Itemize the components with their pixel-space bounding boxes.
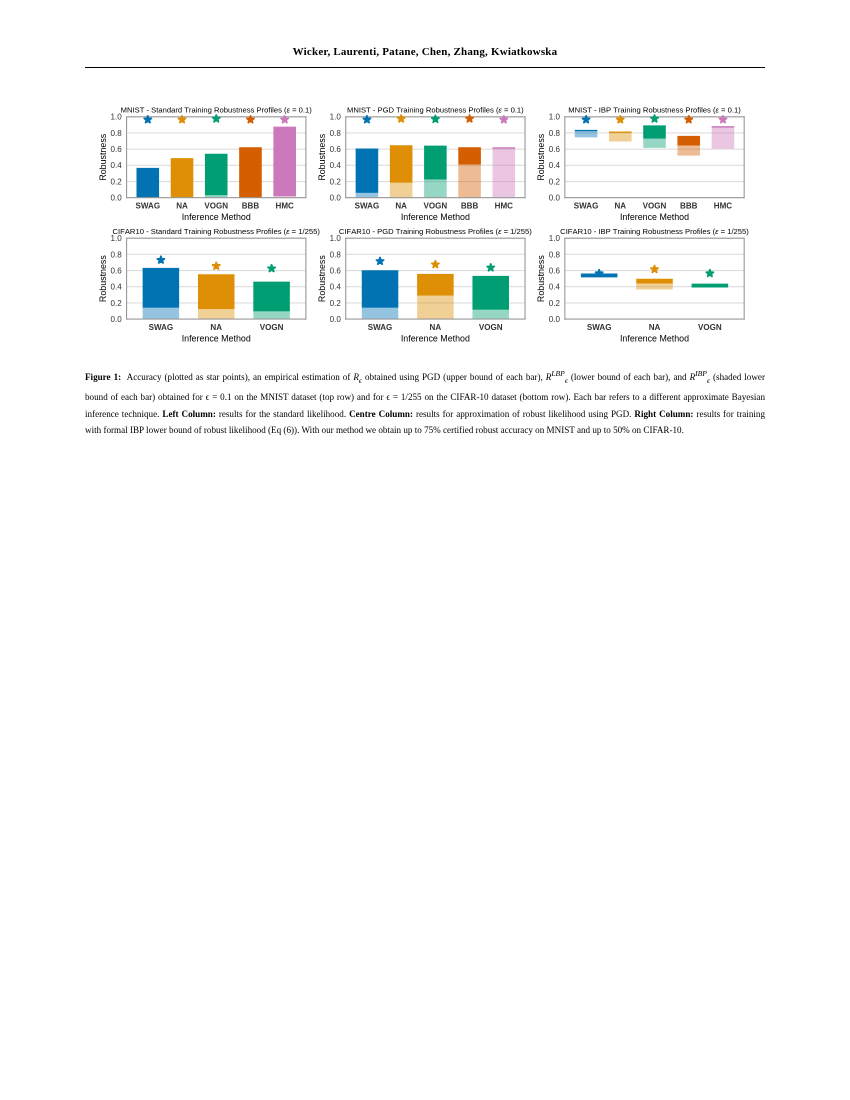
svg-text:0.4: 0.4 <box>111 283 123 292</box>
svg-text:1.0: 1.0 <box>330 113 342 122</box>
svg-text:VOGN: VOGN <box>698 323 722 332</box>
svg-text:M N I S: M N I S T - S t a n d a r d T r a i n i … <box>121 98 318 117</box>
svg-text:0.2: 0.2 <box>549 177 561 186</box>
svg-text:0.8: 0.8 <box>111 129 123 138</box>
svg-text:0.8: 0.8 <box>330 250 342 259</box>
svg-text:C I F A: C I F A R 1 0 - P G D T r a i n i n g R … <box>339 214 537 239</box>
svg-text:HMC: HMC <box>714 201 733 210</box>
svg-text:C I F A: C I F A R 1 0 - S t a n d a r d T r a i … <box>113 214 326 239</box>
svg-text:0.6: 0.6 <box>549 266 561 275</box>
svg-text:1.0: 1.0 <box>549 234 561 243</box>
svg-text:0.4: 0.4 <box>549 283 561 292</box>
svg-text:0.2: 0.2 <box>111 299 123 308</box>
svg-text:1.0: 1.0 <box>549 113 561 122</box>
svg-text:0.8: 0.8 <box>330 129 342 138</box>
svg-text:SWAG: SWAG <box>149 323 174 332</box>
svg-text:Inference Method: Inference Method <box>620 333 689 343</box>
svg-text:SWAG: SWAG <box>135 201 160 210</box>
svg-text:M N I S: M N I S T - I B P T r a i n i n g R o b … <box>568 98 746 117</box>
svg-text:NA: NA <box>614 201 626 210</box>
svg-text:NA: NA <box>649 323 661 332</box>
svg-text:0.2: 0.2 <box>330 177 342 186</box>
svg-text:Robustness: Robustness <box>317 133 327 180</box>
svg-text:VOGN: VOGN <box>260 323 284 332</box>
svg-text:C I F A: C I F A R 1 0 - I B P T r a i n i n g R … <box>560 214 754 239</box>
svg-text:0.2: 0.2 <box>549 299 561 308</box>
svg-text:HMC: HMC <box>276 201 295 210</box>
svg-text:M N I S: M N I S T - P G D T r a i n i n g R o b … <box>347 98 529 117</box>
svg-text:VOGN: VOGN <box>643 201 667 210</box>
svg-text:BBB: BBB <box>680 201 698 210</box>
svg-text:VOGN: VOGN <box>479 323 503 332</box>
svg-text:VOGN: VOGN <box>204 201 228 210</box>
svg-text:Inference Method: Inference Method <box>182 333 251 343</box>
svg-text:NA: NA <box>430 323 442 332</box>
svg-text:Robustness: Robustness <box>317 255 327 302</box>
svg-text:0.0: 0.0 <box>330 194 342 203</box>
svg-text:0.8: 0.8 <box>549 129 561 138</box>
svg-text:SWAG: SWAG <box>574 201 599 210</box>
svg-text:Robustness: Robustness <box>536 133 546 180</box>
svg-text:Robustness: Robustness <box>536 255 546 302</box>
svg-text:0.6: 0.6 <box>330 266 342 275</box>
svg-text:Robustness: Robustness <box>98 133 108 180</box>
svg-text:NA: NA <box>395 201 407 210</box>
svg-text:0.4: 0.4 <box>111 161 123 170</box>
svg-text:HMC: HMC <box>495 201 514 210</box>
svg-text:NA: NA <box>176 201 188 210</box>
svg-text:Inference Method: Inference Method <box>401 333 470 343</box>
svg-text:0.8: 0.8 <box>111 250 123 259</box>
svg-text:0.0: 0.0 <box>111 194 123 203</box>
svg-text:BBB: BBB <box>461 201 479 210</box>
svg-text:SWAG: SWAG <box>355 201 380 210</box>
svg-text:0.4: 0.4 <box>330 161 342 170</box>
svg-text:0.2: 0.2 <box>330 299 342 308</box>
svg-text:SWAG: SWAG <box>587 323 612 332</box>
svg-text:0.0: 0.0 <box>549 315 561 324</box>
svg-text:0.4: 0.4 <box>330 283 342 292</box>
svg-text:0.6: 0.6 <box>111 145 123 154</box>
svg-text:0.0: 0.0 <box>111 315 123 324</box>
svg-text:BBB: BBB <box>242 201 260 210</box>
svg-text:Robustness: Robustness <box>98 255 108 302</box>
svg-text:0.0: 0.0 <box>330 315 342 324</box>
svg-text:0.6: 0.6 <box>549 145 561 154</box>
svg-text:0.6: 0.6 <box>330 145 342 154</box>
svg-text:0.8: 0.8 <box>549 250 561 259</box>
svg-text:0.6: 0.6 <box>111 266 123 275</box>
svg-text:0.4: 0.4 <box>549 161 561 170</box>
svg-text:0.2: 0.2 <box>111 177 123 186</box>
svg-text:0.0: 0.0 <box>549 194 561 203</box>
svg-text:VOGN: VOGN <box>424 201 448 210</box>
svg-text:NA: NA <box>210 323 222 332</box>
svg-text:SWAG: SWAG <box>368 323 393 332</box>
